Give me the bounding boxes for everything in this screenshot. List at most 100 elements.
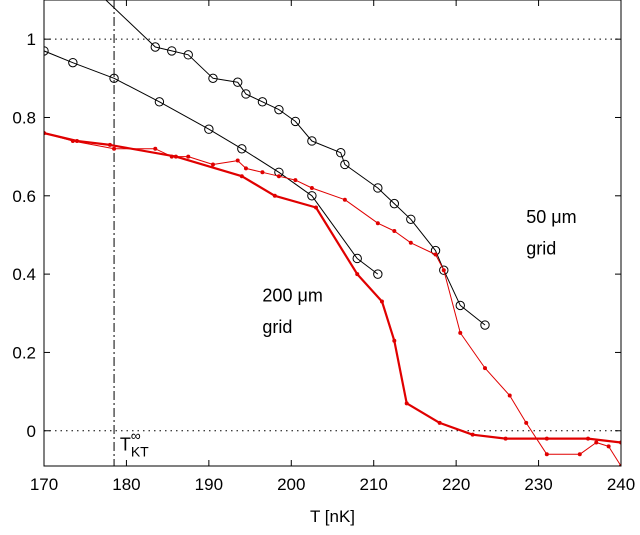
data-point [406, 214, 416, 224]
data-point [309, 185, 314, 190]
series-0 [105, 0, 490, 330]
data-point [503, 436, 508, 441]
data-point [507, 393, 512, 398]
y-tick-label: 0.2 [12, 343, 36, 362]
data-point [586, 436, 591, 441]
y-tick-label: 0.6 [12, 187, 36, 206]
data-point [109, 73, 119, 84]
data-point [577, 452, 582, 457]
data-point [186, 154, 191, 159]
data-point [257, 97, 268, 107]
x-tick-label: 230 [524, 475, 552, 494]
series-line-1 [44, 50, 379, 275]
data-point [107, 142, 112, 147]
data-point [237, 144, 247, 154]
annotation-superscript: ∞ [131, 427, 141, 443]
series-line-0 [105, 0, 486, 326]
data-point [433, 252, 438, 257]
data-point [112, 146, 117, 151]
data-point [210, 162, 215, 167]
data-point [439, 265, 449, 275]
data-point [44, 46, 49, 56]
x-tick-label: 200 [277, 475, 305, 494]
annotation-0: 50 μm [526, 207, 576, 227]
data-point [480, 320, 490, 330]
x-tick-label: 210 [360, 475, 388, 494]
data-point [594, 440, 599, 445]
data-point [276, 174, 281, 179]
data-point [68, 57, 78, 68]
series-line-3 [44, 132, 621, 444]
y-tick-label: 0 [27, 422, 36, 441]
data-point [153, 146, 158, 151]
annotations: 50 μm grid 200 μm grid TKT∞ [120, 207, 577, 459]
y-tick-label: 1 [27, 30, 36, 49]
data-point [204, 124, 214, 134]
data-point [307, 136, 317, 146]
data-point [373, 269, 383, 279]
data-point [392, 338, 397, 343]
series-line-2 [44, 132, 621, 466]
data-point [408, 240, 413, 245]
annotation-4: TKT∞ [120, 427, 149, 459]
data-point [524, 420, 529, 425]
series-3 [44, 131, 621, 445]
data-point [437, 420, 442, 425]
data-point [404, 401, 409, 406]
data-point [290, 116, 301, 127]
data-point [241, 89, 251, 99]
data-point [74, 138, 79, 143]
axis-ticks: 170 180 190 200 210 220 230 240 0 0.2 0.4 0.6 0.8 1 [12, 0, 635, 494]
data-point [379, 299, 384, 304]
data-point [235, 158, 240, 163]
series-layer [44, 0, 621, 466]
data-point [373, 183, 383, 193]
data-point [173, 154, 178, 159]
data-point [455, 300, 465, 311]
data-point [389, 198, 400, 209]
data-point [314, 205, 319, 210]
data-point [342, 197, 347, 202]
data-point [375, 221, 380, 226]
data-point [208, 73, 218, 84]
annotation-subscript: KT [131, 443, 149, 459]
y-tick-label: 0.8 [12, 108, 36, 127]
annotation-1: grid [526, 239, 556, 259]
data-point [544, 452, 549, 457]
y-tick-label: 0.4 [12, 265, 36, 284]
data-point [183, 50, 193, 60]
x-axis-label: T [nK] [310, 507, 355, 526]
reference-lines [44, 0, 621, 466]
data-point [458, 330, 463, 335]
data-point [355, 272, 360, 277]
series-2 [44, 131, 621, 466]
data-point [154, 97, 165, 107]
x-tick-label: 180 [112, 475, 140, 494]
plot-frame [43, 0, 622, 467]
data-point [441, 268, 446, 273]
data-point [233, 77, 243, 87]
data-point [307, 191, 317, 201]
x-tick-label: 220 [442, 475, 470, 494]
data-point [482, 366, 487, 371]
annotation-2: 200 μm [262, 286, 322, 306]
data-point [239, 174, 244, 179]
data-point [340, 159, 350, 170]
x-tick-label: 170 [30, 475, 58, 494]
data-point [260, 170, 265, 175]
data-point [606, 444, 611, 449]
data-point [272, 193, 277, 198]
annotation-3: grid [262, 317, 292, 337]
data-point [392, 229, 397, 234]
data-point [150, 42, 160, 52]
x-tick-label: 190 [195, 475, 223, 494]
data-point [243, 166, 248, 171]
data-point [167, 46, 177, 56]
data-point [274, 104, 284, 115]
data-point [470, 432, 475, 437]
data-point [293, 178, 298, 183]
x-tick-label: 240 [607, 475, 635, 494]
data-point [544, 436, 549, 441]
data-point [336, 148, 346, 158]
